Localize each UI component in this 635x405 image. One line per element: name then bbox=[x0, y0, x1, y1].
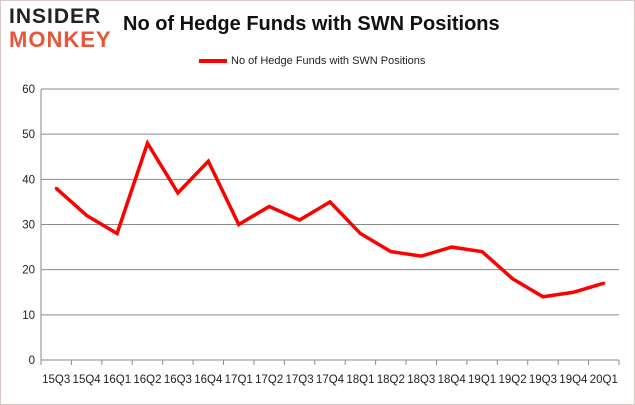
insider-monkey-logo: INSIDER MONKEY bbox=[9, 5, 119, 52]
data-point bbox=[571, 290, 575, 294]
x-tick-label: 18Q4 bbox=[438, 374, 467, 386]
legend-swatch bbox=[199, 59, 227, 63]
x-tick-label: 18Q3 bbox=[407, 374, 435, 386]
x-tick-label: 19Q2 bbox=[498, 374, 526, 386]
x-tick-label: 15Q4 bbox=[73, 374, 102, 386]
data-point bbox=[328, 200, 332, 204]
x-tick-label: 19Q4 bbox=[559, 374, 588, 386]
chart-title: No of Hedge Funds with SWN Positions bbox=[123, 13, 500, 35]
y-tick-label: 0 bbox=[29, 355, 35, 367]
data-point bbox=[511, 277, 515, 281]
series-line bbox=[55, 139, 605, 299]
x-tick-label: 17Q2 bbox=[255, 374, 283, 386]
x-tick-label: 15Q3 bbox=[42, 374, 70, 386]
data-point bbox=[419, 254, 423, 258]
data-point bbox=[267, 204, 271, 208]
y-tick-label: 60 bbox=[22, 84, 35, 96]
data-point bbox=[54, 186, 58, 190]
x-tick-label: 20Q1 bbox=[590, 374, 618, 386]
x-tick-label: 16Q3 bbox=[164, 374, 192, 386]
data-point bbox=[358, 232, 362, 236]
x-tick-label: 18Q2 bbox=[377, 374, 405, 386]
data-point bbox=[480, 250, 484, 254]
x-tick-label: 16Q1 bbox=[103, 374, 131, 386]
y-tick-label: 10 bbox=[22, 310, 35, 322]
data-point bbox=[85, 213, 89, 217]
x-tick-label: 16Q4 bbox=[194, 374, 223, 386]
data-point bbox=[115, 232, 119, 236]
x-tick-label: 17Q4 bbox=[316, 374, 345, 386]
data-point bbox=[450, 245, 454, 249]
x-tick-label: 17Q3 bbox=[286, 374, 314, 386]
y-tick-label: 40 bbox=[22, 174, 35, 186]
y-tick-label: 50 bbox=[22, 129, 35, 141]
legend: No of Hedge Funds with SWN Positions bbox=[199, 55, 425, 67]
data-point bbox=[237, 223, 241, 226]
data-point bbox=[145, 141, 149, 145]
logo-line2: MONKEY bbox=[9, 27, 112, 52]
logo-line1: INSIDER bbox=[9, 5, 102, 28]
data-point bbox=[176, 191, 180, 195]
x-tick-label: 17Q1 bbox=[225, 374, 253, 386]
data-point bbox=[206, 159, 210, 163]
data-point bbox=[389, 250, 393, 254]
x-tick-label: 19Q3 bbox=[529, 374, 557, 386]
x-tick-label: 16Q2 bbox=[133, 374, 161, 386]
legend-label: No of Hedge Funds with SWN Positions bbox=[231, 55, 426, 67]
data-point bbox=[298, 218, 302, 222]
data-point bbox=[541, 295, 545, 299]
y-tick-label: 30 bbox=[22, 220, 35, 232]
data-point bbox=[602, 281, 606, 285]
x-tick-label: 18Q1 bbox=[346, 374, 374, 386]
y-tick-label: 20 bbox=[22, 265, 35, 277]
x-tick-label: 19Q1 bbox=[468, 374, 496, 386]
